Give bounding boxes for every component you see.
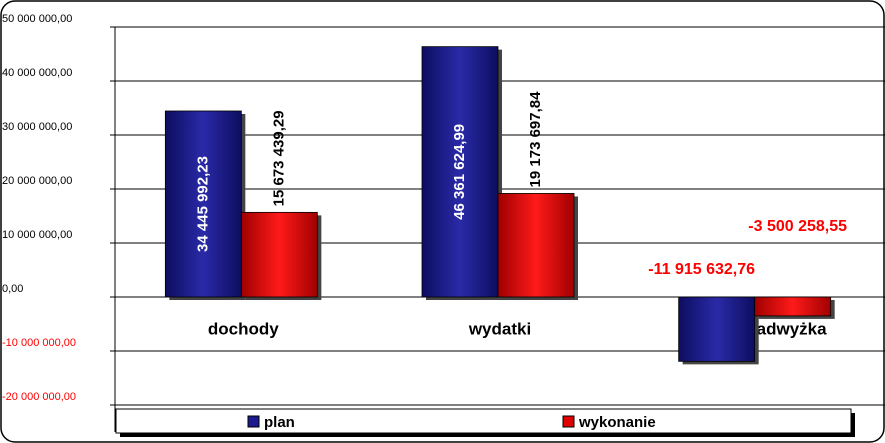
value-label: -3 500 258,55 — [748, 218, 847, 235]
bar — [240, 211, 318, 298]
y-tick-label: -20 000 000,00 — [2, 391, 76, 403]
y-tick-label: 30 000 000,00 — [2, 121, 72, 133]
bar — [421, 46, 499, 298]
y-tick-label: 50 000 000,00 — [2, 13, 72, 25]
y-tick-label: 20 000 000,00 — [2, 175, 72, 187]
bar — [754, 296, 832, 317]
bar — [678, 296, 756, 362]
value-label: 15 673 439,29 — [270, 110, 287, 206]
y-tick-label: -10 000 000,00 — [2, 337, 76, 349]
value-label: 46 361 624,99 — [451, 124, 468, 220]
x-tick-label: wydatki — [468, 319, 531, 338]
legend-swatch — [562, 415, 575, 428]
legend-label: plan — [264, 414, 295, 431]
y-tick-label: 0,00 — [2, 283, 23, 295]
y-tick-label: 10 000 000,00 — [2, 229, 72, 241]
value-label: -11 915 632,76 — [648, 261, 755, 278]
value-label: 19 173 697,84 — [527, 91, 544, 188]
bar — [497, 193, 575, 298]
legend-label: wykonanie — [578, 414, 656, 431]
legend — [115, 408, 852, 434]
value-label: 34 445 992,23 — [194, 156, 211, 252]
y-tick-label: 40 000 000,00 — [2, 67, 72, 79]
x-tick-label: dochody — [208, 319, 279, 338]
bar — [164, 110, 242, 298]
legend-swatch — [247, 415, 260, 428]
